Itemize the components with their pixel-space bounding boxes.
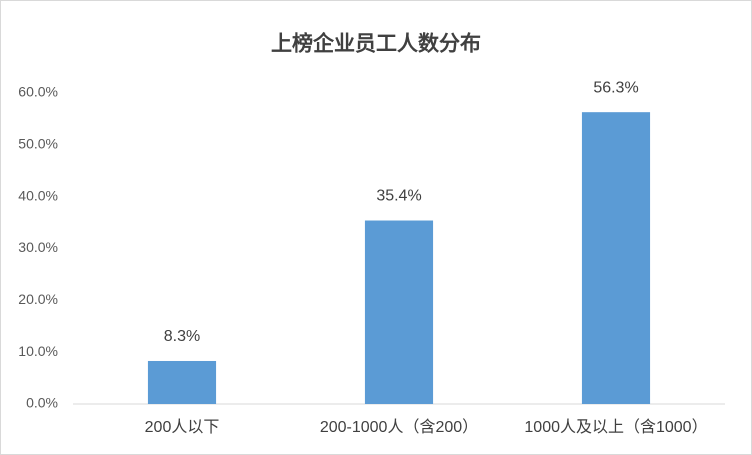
bar	[147, 360, 217, 404]
bar	[581, 112, 651, 404]
value-label: 56.3%	[593, 79, 638, 96]
x-tick-label: 1000人及以上（含1000）	[524, 418, 707, 436]
x-tick-label: 200人以下	[145, 418, 220, 436]
y-tick-label: 0.0%	[26, 395, 58, 411]
x-tick-label: 200-1000人（含200）	[320, 418, 478, 436]
y-tick-label: 30.0%	[18, 239, 58, 255]
y-tick-label: 10.0%	[18, 343, 58, 359]
chart-title: 上榜企业员工人数分布	[271, 32, 481, 56]
y-tick-label: 50.0%	[18, 136, 58, 152]
value-label: 8.3%	[164, 328, 200, 345]
value-label: 35.4%	[376, 188, 421, 205]
bar	[364, 220, 434, 404]
y-tick-label: 20.0%	[18, 291, 58, 307]
y-tick-label: 60.0%	[18, 84, 58, 100]
y-tick-label: 40.0%	[18, 187, 58, 203]
